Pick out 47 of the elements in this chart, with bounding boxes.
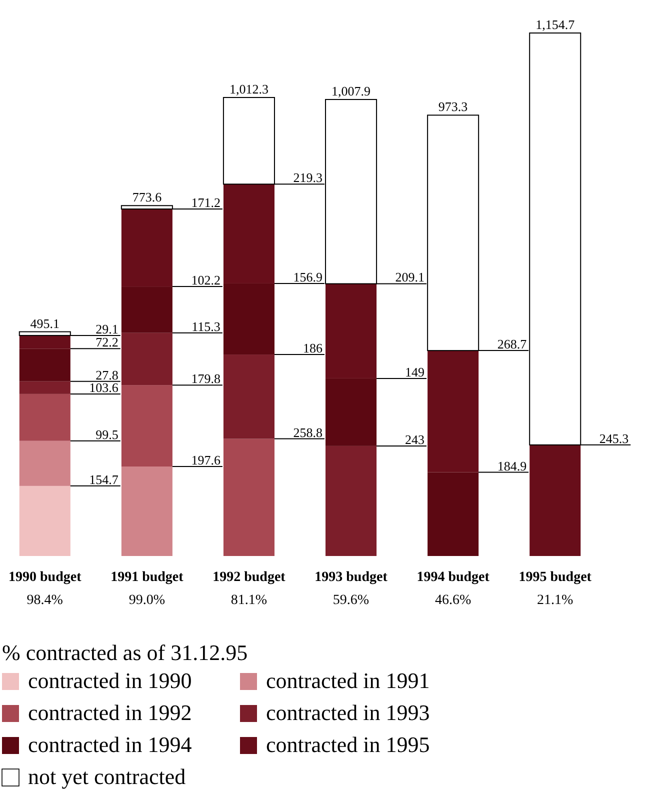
data-label: 99.5 <box>96 426 118 442</box>
legend-label: contracted in 1994 <box>28 732 192 757</box>
x-tick-label: 1991 budget <box>110 570 184 585</box>
total-label: 1,154.7 <box>536 17 576 32</box>
data-label: 219.3 <box>293 170 322 186</box>
text: 21.1% <box>537 593 574 608</box>
total-label: 973.3 <box>438 99 468 114</box>
data-label: 258.8 <box>293 424 322 440</box>
data-label: 197.6 <box>191 452 221 468</box>
x-tick-label: 1990 budget <box>8 570 82 585</box>
x-tick-label: 1992 budget <box>212 570 286 585</box>
data-label: 171.2 <box>191 195 220 210</box>
data-label: 154.7 <box>89 472 119 487</box>
data-label: 29.1 <box>96 321 118 336</box>
data-label: 156.9 <box>293 269 322 284</box>
x-tick-label: 1994 budget <box>416 570 490 585</box>
legend-title: % contracted as of 31.12.95 <box>2 640 248 665</box>
data-label: 184.9 <box>497 458 527 474</box>
data-label: 102.2 <box>191 272 220 288</box>
data-label: 27.8 <box>96 367 118 382</box>
data-label: 186 <box>302 340 323 356</box>
data-label: 268.7 <box>497 336 528 352</box>
data-label: 115.3 <box>192 318 220 334</box>
legend-label: contracted in 1991 <box>266 668 430 693</box>
x-tick-label: 1993 budget <box>314 570 388 585</box>
legend-label: contracted in 1995 <box>266 732 430 757</box>
data-label: 72.2 <box>96 334 118 350</box>
text: 46.6% <box>434 593 472 608</box>
text: 98.4% <box>26 593 64 608</box>
legend-label: not yet contracted <box>28 764 186 789</box>
legend-label: contracted in 1993 <box>266 700 430 725</box>
data-label: 179.8 <box>191 371 220 386</box>
data-label: 209.1 <box>395 270 425 285</box>
legend-label: contracted in 1990 <box>28 668 192 693</box>
text: 81.1% <box>230 593 268 608</box>
x-tick-label: 1995 budget <box>518 570 592 585</box>
text: 59.6% <box>332 593 370 608</box>
total-label: 773.6 <box>132 190 162 205</box>
data-label: 103.6 <box>89 380 119 395</box>
text: 99.0% <box>128 593 166 608</box>
total-label: 1,007.9 <box>332 83 371 98</box>
legend-label: contracted in 1992 <box>28 700 192 725</box>
data-label: 245.3 <box>599 430 629 446</box>
total-label: 495.1 <box>30 316 60 331</box>
data-label: 149 <box>405 364 425 380</box>
data-label: 243 <box>405 432 425 447</box>
total-label: 1,012.3 <box>229 81 268 96</box>
